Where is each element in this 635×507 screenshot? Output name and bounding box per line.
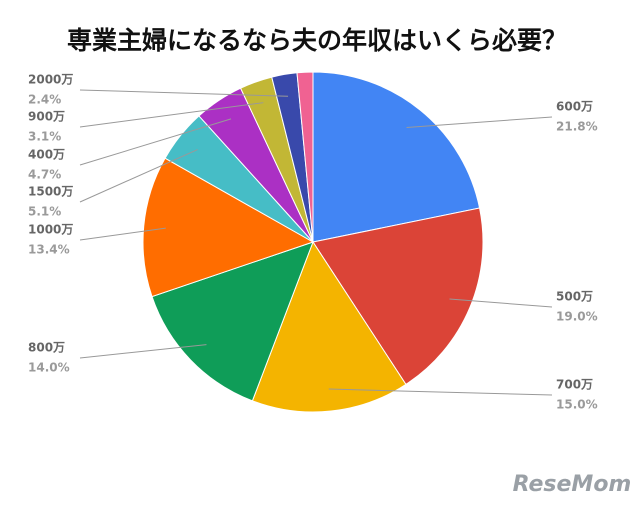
slice-label: 1000万 [28,223,73,237]
slice-label: 400万 [28,148,65,162]
pie-slice [312,207,484,386]
slice-value-label: 4.7% [28,168,61,182]
slice-label: 500万 [556,290,593,304]
leader-line [79,227,166,241]
watermark: ReseMom [513,472,632,497]
pie-slice [312,71,481,243]
slice-value-label: 14.0% [28,361,70,375]
leader-line [79,102,264,128]
slice-value-label: 2.4% [28,93,61,107]
leader-line [449,298,553,308]
pie-slice [151,241,314,402]
slice-value-label: 5.1% [28,205,61,219]
slice-label: 700万 [556,378,593,392]
leader-line [328,388,553,396]
slice-value-label: 21.8% [556,120,598,134]
slice-value-label: 19.0% [556,310,598,324]
slice-value-label: 15.0% [556,398,598,412]
slice-label: 2000万 [28,73,73,87]
slice-value-label: 3.1% [28,130,61,144]
chart-title: 専業主婦になるなら夫の年収はいくら必要？ [67,26,567,55]
leader-line [79,344,207,359]
slice-label: 1500万 [28,185,73,199]
leader-line [79,149,198,203]
pie-slice [296,71,314,243]
slice-label: 800万 [28,341,65,355]
slice-label: 900万 [28,110,65,124]
pie-slice [142,157,315,298]
slice-value-label: 13.4% [28,243,70,257]
leader-line [79,89,289,97]
leader-line [406,116,553,128]
slice-label: 600万 [556,100,593,114]
leader-line [79,118,232,166]
